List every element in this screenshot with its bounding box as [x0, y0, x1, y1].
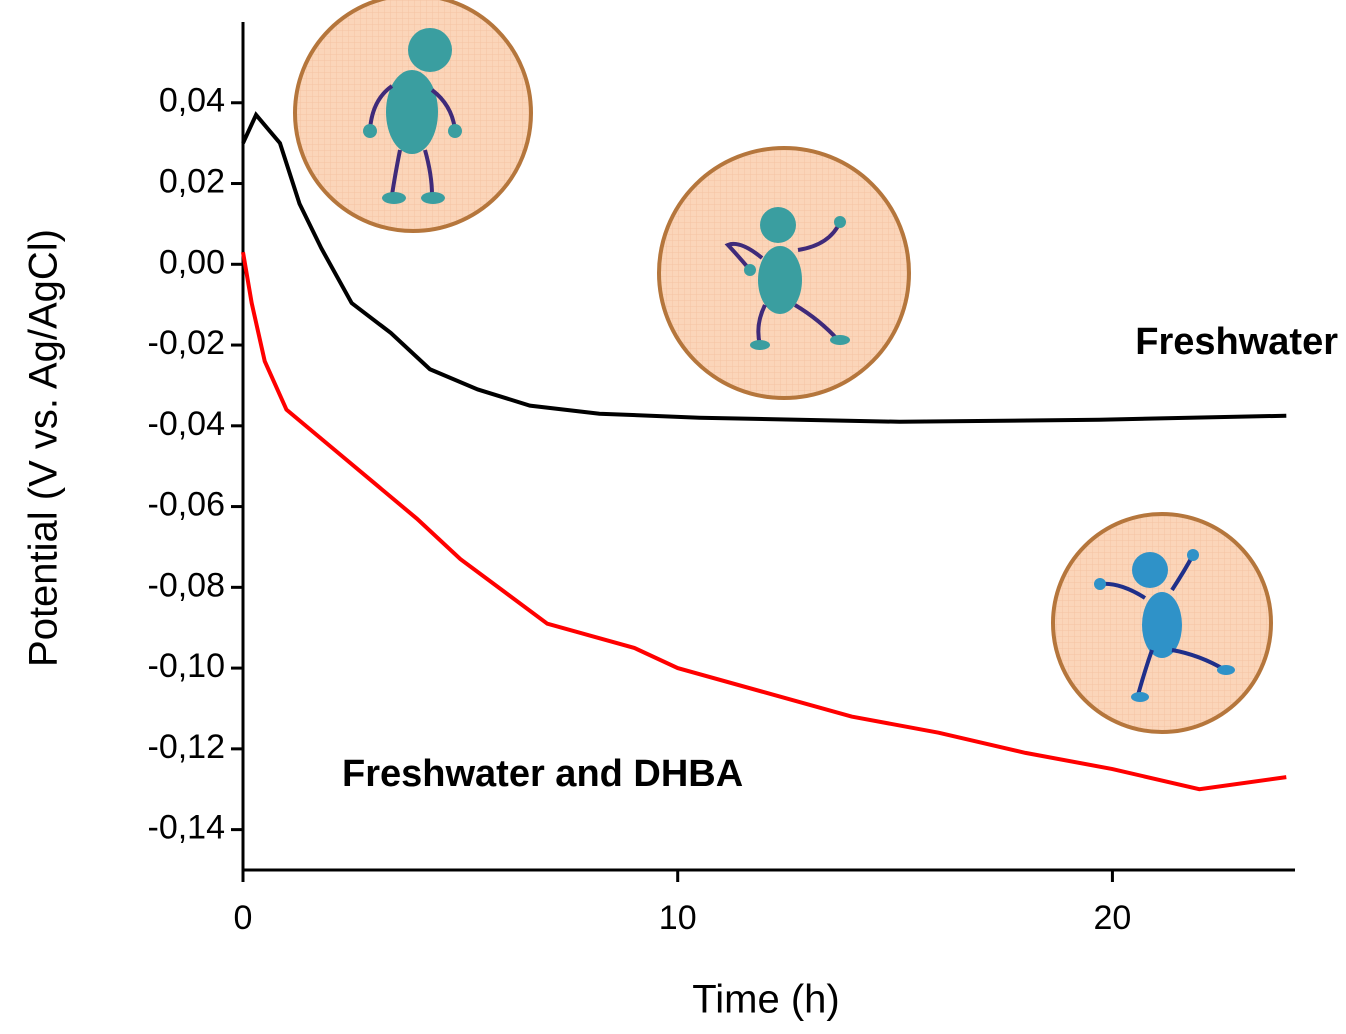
y-tick-label: -0,02 [148, 324, 226, 362]
figure-upright [293, 0, 533, 233]
figure-jumping [1051, 512, 1273, 734]
x-tick-label: 20 [1094, 899, 1132, 937]
y-tick-label: -0,14 [148, 809, 226, 847]
y-axis-label: Potential (V vs. Ag/AgCl) [22, 229, 66, 667]
figure-bent [657, 146, 911, 400]
x-tick-label: 0 [234, 899, 253, 937]
y-tick-label: 0,04 [159, 82, 225, 120]
y-tick-label: -0,10 [148, 647, 226, 685]
y-tick-label: 0,02 [159, 163, 225, 201]
y-tick-label: -0,06 [148, 486, 226, 524]
x-tick-label: 10 [659, 899, 697, 937]
series-line [241, 251, 1287, 792]
series-label: Freshwater [1135, 321, 1338, 363]
y-tick-label: -0,08 [148, 566, 226, 604]
series-label: Freshwater and DHBA [342, 753, 743, 795]
x-axis-label: Time (h) [692, 978, 839, 1022]
series-line [241, 111, 1287, 424]
y-tick-label: -0,04 [148, 405, 226, 443]
y-tick-label: -0,12 [148, 728, 226, 766]
y-tick-label: 0,00 [159, 243, 225, 281]
